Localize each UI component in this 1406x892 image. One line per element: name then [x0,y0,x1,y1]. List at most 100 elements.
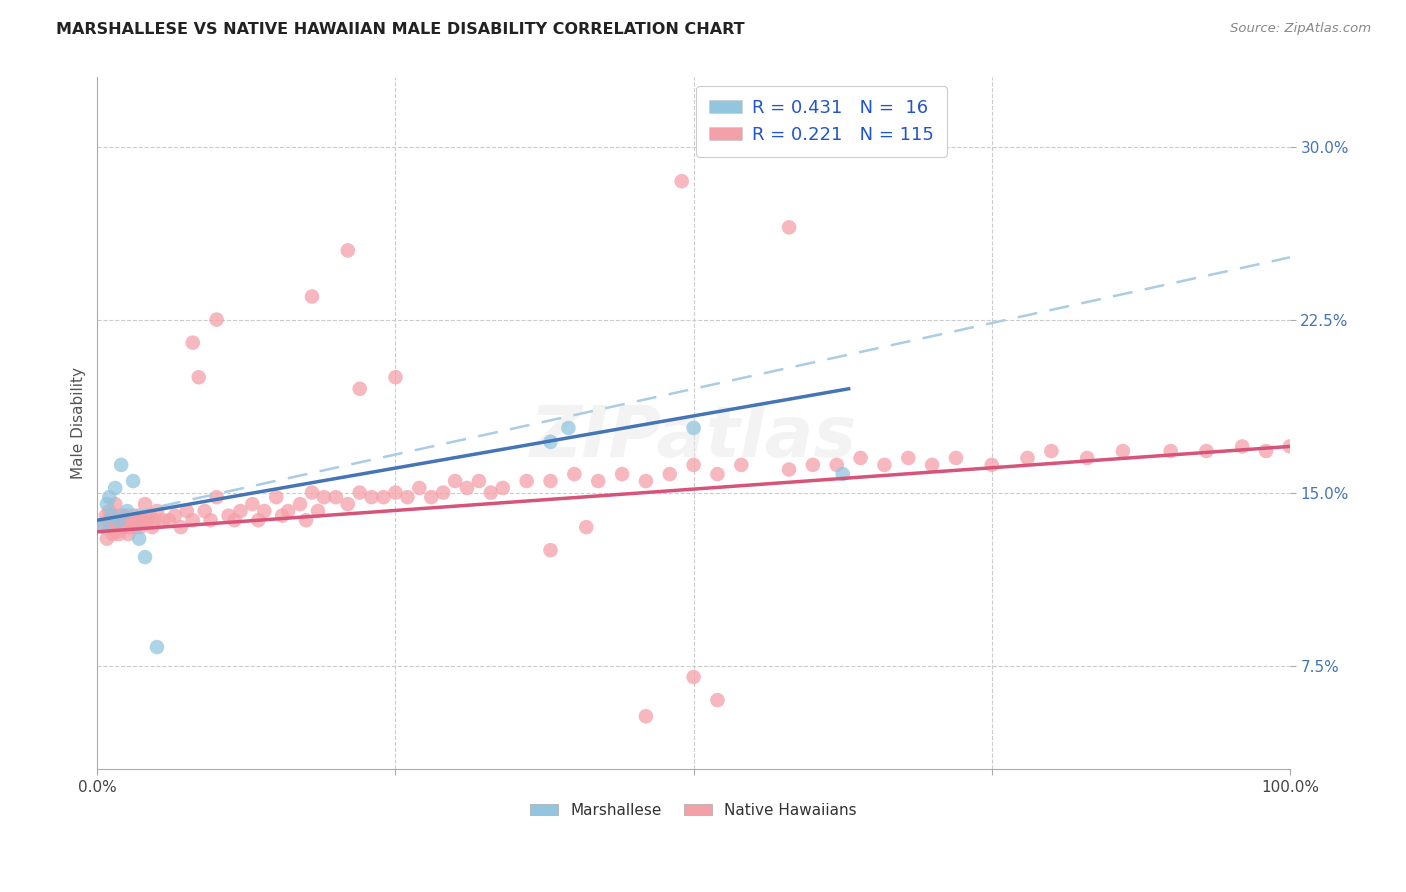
Point [349,382,371,396]
Text: MARSHALLESE VS NATIVE HAWAIIAN MALE DISABILITY CORRELATION CHART: MARSHALLESE VS NATIVE HAWAIIAN MALE DISA… [56,22,745,37]
Point [107,513,129,527]
Point [420,490,443,504]
Point [96,532,118,546]
Point [93,520,115,534]
Point [100,508,122,523]
Point [247,513,270,527]
Point [91,520,114,534]
Point [849,450,872,465]
Point [125,513,148,527]
Point [730,458,752,472]
Point [122,474,145,488]
Point [1278,439,1301,453]
Point [801,458,824,472]
Point [980,458,1002,472]
Point [105,524,128,539]
Point [336,244,359,258]
Point [120,520,142,534]
Point [479,485,502,500]
Point [492,481,515,495]
Point [98,504,121,518]
Point [108,513,131,527]
Point [100,508,122,523]
Point [205,490,228,504]
Point [873,458,896,472]
Point [224,513,246,527]
Point [187,370,209,384]
Point [897,450,920,465]
Point [229,504,252,518]
Point [575,520,598,534]
Point [1160,444,1182,458]
Point [634,474,657,488]
Point [312,490,335,504]
Point [134,550,156,565]
Point [456,481,478,495]
Point [271,508,294,523]
Point [104,497,127,511]
Point [122,513,145,527]
Point [108,527,131,541]
Point [181,513,204,527]
Point [540,474,562,488]
Text: Source: ZipAtlas.com: Source: ZipAtlas.com [1230,22,1371,36]
Point [101,527,124,541]
Point [706,467,728,482]
Point [301,485,323,500]
Point [1017,450,1039,465]
Point [778,462,800,476]
Point [634,709,657,723]
Point [115,504,138,518]
Point [194,504,217,518]
Point [444,474,467,488]
Point [253,504,276,518]
Point [1040,444,1063,458]
Point [100,520,122,534]
Point [557,421,579,435]
Point [264,490,287,504]
Point [396,490,419,504]
Point [586,474,609,488]
Point [139,508,162,523]
Point [540,434,562,449]
Point [1254,444,1277,458]
Point [143,513,166,527]
Point [163,508,186,523]
Point [706,693,728,707]
Point [432,485,454,500]
Point [128,532,150,546]
Point [108,508,131,523]
Point [98,490,121,504]
Point [778,220,800,235]
Point [117,527,139,541]
Point [825,458,848,472]
Point [1195,444,1218,458]
Point [945,450,967,465]
Point [200,513,222,527]
Point [115,520,138,534]
Point [128,508,150,523]
Point [307,504,329,518]
Point [325,490,347,504]
Point [131,513,153,527]
Point [104,481,127,495]
Point [118,513,141,527]
Legend: Marshallese, Native Hawaiians: Marshallese, Native Hawaiians [524,797,863,824]
Point [97,513,120,527]
Point [134,497,156,511]
Point [181,335,204,350]
Point [96,497,118,511]
Point [157,513,180,527]
Point [1112,444,1135,458]
Point [295,513,318,527]
Point [682,458,704,472]
Point [124,520,146,534]
Point [408,481,430,495]
Point [610,467,633,482]
Point [671,174,693,188]
Point [373,490,395,504]
Point [288,497,311,511]
Point [336,497,359,511]
Point [124,508,146,523]
Point [136,513,159,527]
